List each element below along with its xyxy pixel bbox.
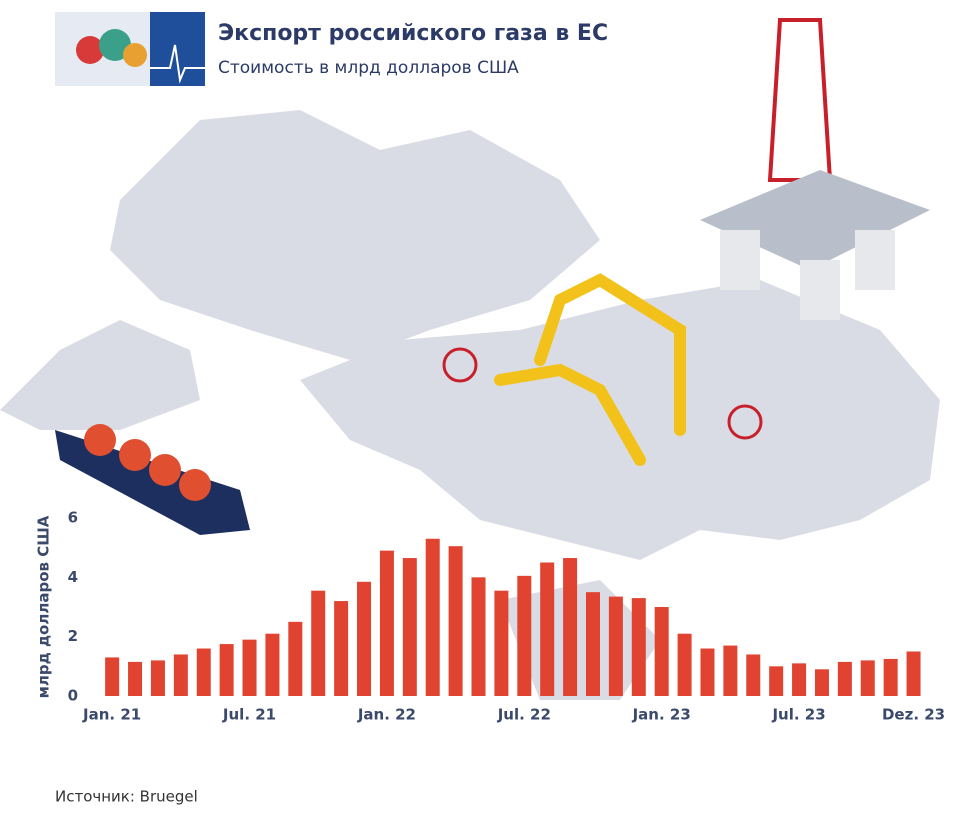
bar xyxy=(883,658,898,696)
bar xyxy=(814,669,829,696)
bar xyxy=(906,651,921,696)
pipeline-illustration xyxy=(442,273,763,466)
bar xyxy=(517,575,532,696)
bar xyxy=(608,596,623,696)
source: Источник: Bruegel xyxy=(55,788,198,806)
bar xyxy=(494,590,509,696)
bar xyxy=(746,654,761,696)
header-icon xyxy=(55,12,205,86)
bar xyxy=(105,657,120,696)
bar xyxy=(196,648,211,696)
bar xyxy=(425,538,440,696)
bar xyxy=(357,581,372,696)
y-tick-label: 6 xyxy=(68,509,78,527)
bar xyxy=(311,590,326,696)
chart-subtitle: Стоимость в млрд долларов США xyxy=(218,58,519,78)
x-tick-label: Jul. 23 xyxy=(771,706,825,724)
y-tick-label: 2 xyxy=(68,627,78,645)
bar xyxy=(242,639,257,696)
y-tick-label: 4 xyxy=(68,568,78,586)
rig-illustration xyxy=(700,18,930,320)
x-tick-label: Jan. 21 xyxy=(82,706,141,724)
y-axis-label: млрд долларов США xyxy=(35,515,53,698)
bar xyxy=(150,660,165,696)
bar xyxy=(334,601,349,696)
bar xyxy=(837,661,852,696)
bar xyxy=(723,645,738,696)
bar xyxy=(402,558,417,696)
bar xyxy=(540,562,555,696)
bar xyxy=(792,663,807,696)
x-tick-label: Jan. 23 xyxy=(632,706,691,724)
bar xyxy=(173,654,188,696)
bar xyxy=(471,577,486,696)
bar xyxy=(128,661,143,696)
bar xyxy=(379,550,394,696)
y-tick-label: 0 xyxy=(68,687,78,705)
bar xyxy=(265,633,280,696)
ship-illustration xyxy=(55,424,250,535)
bar xyxy=(563,558,578,696)
bar xyxy=(219,644,234,696)
bar xyxy=(288,621,303,696)
bar xyxy=(448,546,463,696)
bar xyxy=(631,598,646,696)
chart-title: Экспорт российского газа в ЕС xyxy=(218,21,608,46)
bar xyxy=(860,660,875,696)
bar xyxy=(654,607,669,696)
bar xyxy=(700,648,715,696)
x-tick-label: Jan. 22 xyxy=(357,706,416,724)
bar xyxy=(585,592,600,696)
x-tick-label: Jul. 21 xyxy=(222,706,276,724)
x-tick-label: Dez. 23 xyxy=(882,706,945,724)
bar xyxy=(769,666,784,696)
bar xyxy=(677,633,692,696)
x-tick-label: Jul. 22 xyxy=(497,706,551,724)
